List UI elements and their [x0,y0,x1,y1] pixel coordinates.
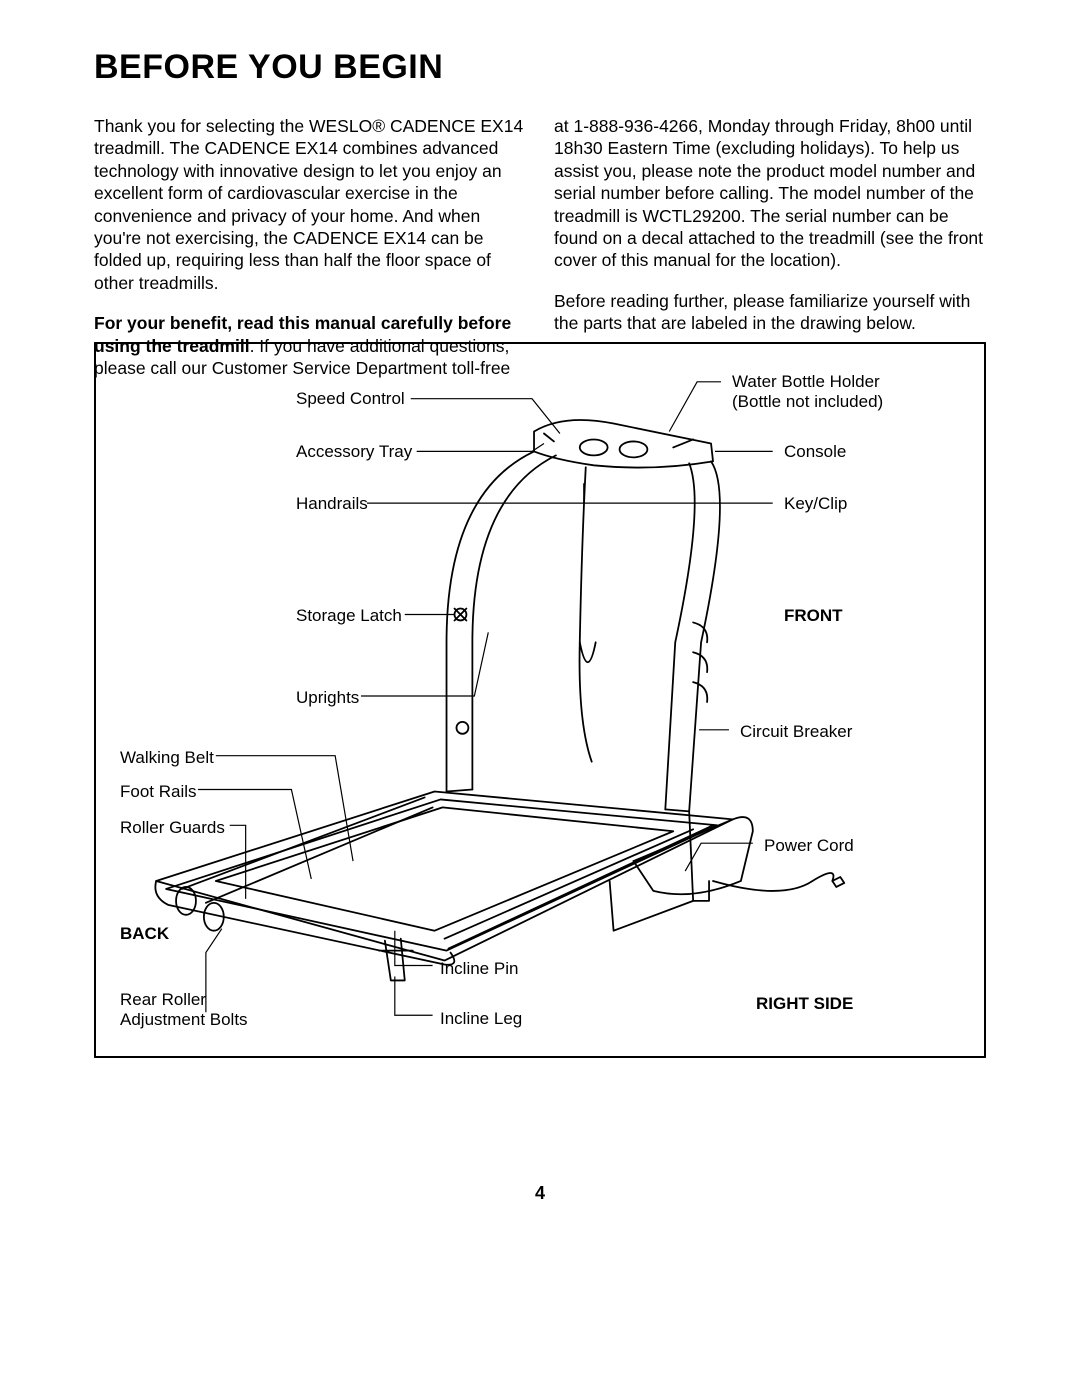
label-accessory-tray: Accessory Tray [296,442,412,462]
paragraph-3: at 1-888-936-4266, Monday through Friday… [554,115,986,272]
label-water-bottle: Water Bottle Holder (Bottle not included… [732,372,883,413]
parts-diagram: Speed Control Accessory Tray Handrails S… [94,342,986,1058]
label-roller-guards: Roller Guards [120,818,225,838]
label-right-side: RIGHT SIDE [756,994,853,1014]
page-number: 4 [0,1183,1080,1204]
label-walking-belt: Walking Belt [120,748,214,768]
label-incline-leg: Incline Leg [440,1009,522,1029]
label-handrails: Handrails [296,494,368,514]
paragraph-4: Before reading further, please familiari… [554,290,986,335]
label-key-clip: Key/Clip [784,494,847,514]
label-rear-roller: Rear Roller Adjustment Bolts [120,990,248,1031]
label-storage-latch: Storage Latch [296,606,402,626]
label-speed-control: Speed Control [296,389,405,409]
label-incline-pin: Incline Pin [440,959,518,979]
label-power-cord: Power Cord [764,836,854,856]
page-title: BEFORE YOU BEGIN [94,48,986,87]
label-console: Console [784,442,846,462]
label-foot-rails: Foot Rails [120,782,197,802]
paragraph-1: Thank you for selecting the WESLO® CADEN… [94,115,526,294]
label-back: BACK [120,924,169,944]
label-circuit-breaker: Circuit Breaker [740,722,852,742]
label-front: FRONT [784,606,843,626]
label-uprights: Uprights [296,688,359,708]
treadmill-drawing [96,344,984,1056]
